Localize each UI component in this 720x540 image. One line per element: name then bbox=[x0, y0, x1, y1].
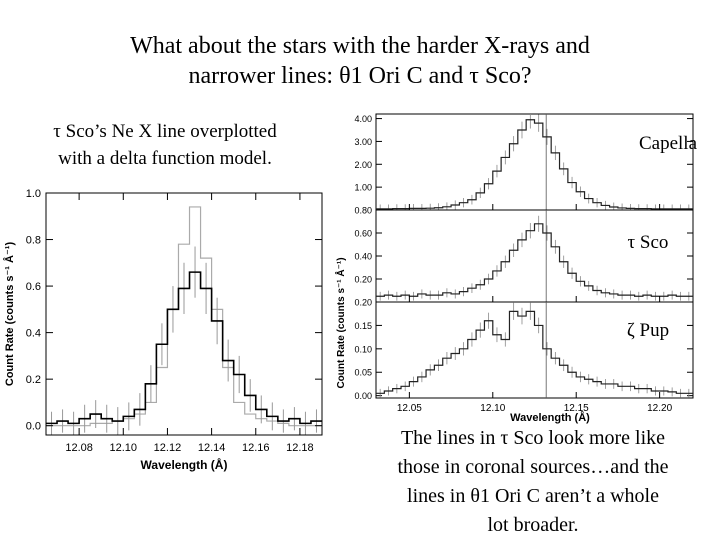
y-tick-label-tau-sco: 0.40 bbox=[354, 252, 372, 262]
spectrum-line-tau-sco bbox=[376, 223, 693, 297]
panel-label-zeta-pup: ζ Pup bbox=[627, 320, 669, 341]
left-caption: τ Sco’s Ne X line overplotted with a del… bbox=[10, 118, 320, 172]
left-y-tick-label: 0.4 bbox=[26, 328, 41, 340]
left-y-tick-label: 0.8 bbox=[26, 235, 41, 247]
x-tick-label: 12.05 bbox=[397, 403, 422, 414]
x-tick-label: 12.10 bbox=[480, 403, 505, 414]
left-y-axis-label: Count Rate (counts s⁻¹ Å⁻¹) bbox=[3, 242, 16, 387]
left-x-tick-label: 12.12 bbox=[154, 442, 182, 454]
y-tick-label-capella: 4.00 bbox=[354, 114, 372, 124]
panel-label-tau-sco: τ Sco bbox=[628, 232, 669, 253]
spectrum-line-zeta-pup bbox=[376, 310, 693, 394]
y-tick-label-capella: 2.00 bbox=[354, 160, 372, 170]
left-y-tick-label: 0.6 bbox=[26, 281, 41, 293]
panel-frame-capella bbox=[375, 113, 694, 211]
y-tick-label-capella: 1.00 bbox=[354, 183, 372, 193]
left-plot-frame bbox=[45, 192, 323, 436]
y-tick-label-tau-sco: 0.20 bbox=[354, 275, 372, 285]
tau-sco-ne-x-chart: 12.08 12.10 12.12 12.14 12.16 12.18 0.0 0.2 0.4 0… bbox=[3, 188, 323, 472]
bottom-text-line1: The lines in τ Sco look more like bbox=[400, 427, 666, 449]
panel-label-capella: Capella bbox=[639, 133, 698, 154]
x-tick-label: 12.15 bbox=[564, 403, 589, 414]
left-x-tick-label: 12.10 bbox=[110, 442, 138, 454]
left-x-tick-label: 12.16 bbox=[242, 442, 270, 454]
bottom-text: The lines in τ Sco look more like those … bbox=[358, 424, 708, 540]
three-star-line-comparison-chart: 1.00 2.00 3.00 4.00 0.20 0.40 0.60 0.80 0.00 0.05… bbox=[334, 113, 698, 424]
y-tick-label-tau-sco: 0.60 bbox=[354, 229, 372, 239]
left-y-tick-label: 0.2 bbox=[26, 374, 41, 386]
left-caption-line1: τ Sco’s Ne X line overplotted bbox=[53, 121, 277, 142]
spectrum-line-capella bbox=[376, 119, 693, 210]
panel-frame-zeta-pup bbox=[375, 301, 694, 399]
y-tick-label-zeta-pup: 0.10 bbox=[354, 344, 372, 354]
left-y-tick-label: 1.0 bbox=[26, 188, 41, 200]
data-series-line bbox=[46, 271, 322, 425]
left-x-tick-label: 12.08 bbox=[65, 442, 93, 454]
bottom-text-line3: lines in θ1 Ori C aren’t a whole bbox=[407, 485, 659, 507]
right-x-axis-label: Wavelength (Å) bbox=[510, 411, 590, 424]
y-tick-label-zeta-pup: 0.05 bbox=[354, 368, 372, 378]
model-series-line bbox=[46, 206, 322, 427]
slide-title-line2: narrower lines: θ1 Ori C and τ Sco? bbox=[188, 63, 532, 89]
left-x-axis-label: Wavelength (Å) bbox=[141, 457, 228, 472]
left-x-tick-label: 12.14 bbox=[198, 442, 226, 454]
left-y-tick-label: 0.0 bbox=[26, 421, 41, 433]
y-tick-label-zeta-pup: 0.15 bbox=[354, 321, 372, 331]
x-tick-label: 12.20 bbox=[647, 403, 672, 414]
y-tick-label-zeta-pup: 0.20 bbox=[354, 298, 372, 308]
bottom-text-line4: lot broader. bbox=[487, 514, 579, 536]
y-tick-label-capella: 3.00 bbox=[354, 137, 372, 147]
left-caption-line2: with a delta function model. bbox=[58, 148, 272, 169]
bottom-text-line2: those in coronal sources…and the bbox=[397, 456, 669, 478]
right-y-axis-label: Count Rate (counts s⁻¹ Å⁻¹) bbox=[334, 257, 347, 388]
y-tick-label-zeta-pup: 0.00 bbox=[354, 391, 372, 401]
left-x-tick-label: 12.18 bbox=[286, 442, 314, 454]
slide-title-line1: What about the stars with the harder X-r… bbox=[130, 33, 590, 59]
y-tick-label-tau-sco: 0.80 bbox=[354, 206, 372, 216]
